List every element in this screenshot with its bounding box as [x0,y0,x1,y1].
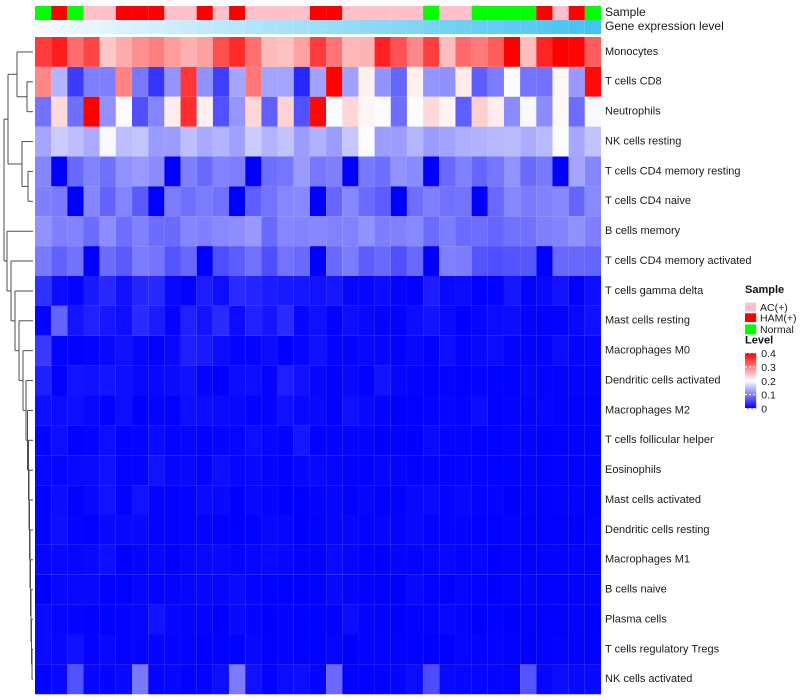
svg-text:T cells follicular helper: T cells follicular helper [605,434,714,446]
svg-text:Gene expression level: Gene expression level [605,19,724,33]
svg-text:Sample: Sample [605,5,646,19]
svg-text:Monocytes: Monocytes [605,46,659,58]
svg-text:B cells naive: B cells naive [605,584,667,596]
svg-text:Sample: Sample [745,284,784,296]
svg-text:Dendritic cells resting: Dendritic cells resting [605,524,710,536]
svg-text:Macrophages M2: Macrophages M2 [605,404,690,416]
svg-text:NK cells activated: NK cells activated [605,673,692,685]
svg-text:Level: Level [745,335,773,347]
svg-text:Macrophages M1: Macrophages M1 [605,554,690,566]
svg-text:0.1: 0.1 [761,390,776,402]
svg-text:T cells gamma delta: T cells gamma delta [605,285,704,297]
svg-text:HAM(+): HAM(+) [760,313,796,325]
svg-text:NK cells resting: NK cells resting [605,135,681,147]
svg-text:Neutrophils: Neutrophils [605,106,661,118]
svg-text:0.2: 0.2 [761,376,776,388]
svg-text:0.3: 0.3 [761,362,776,374]
svg-text:T cells CD4 naive: T cells CD4 naive [605,195,691,207]
svg-text:Plasma cells: Plasma cells [605,613,667,625]
svg-text:B cells memory: B cells memory [605,225,681,237]
svg-text:Macrophages M0: Macrophages M0 [605,345,690,357]
svg-text:Eosinophils: Eosinophils [605,464,662,476]
svg-text:0.4: 0.4 [761,348,776,360]
svg-text:Mast cells resting: Mast cells resting [605,315,690,327]
svg-text:T cells CD4 memory resting: T cells CD4 memory resting [605,165,741,177]
svg-text:T cells CD4 memory activated: T cells CD4 memory activated [605,255,752,267]
svg-text:Dendritic cells activated: Dendritic cells activated [605,374,721,386]
svg-text:T cells regulatory Tregs: T cells regulatory Tregs [605,643,720,655]
svg-text:T cells CD8: T cells CD8 [605,76,662,88]
svg-text:0: 0 [761,404,767,416]
svg-text:Mast cells activated: Mast cells activated [605,494,701,506]
